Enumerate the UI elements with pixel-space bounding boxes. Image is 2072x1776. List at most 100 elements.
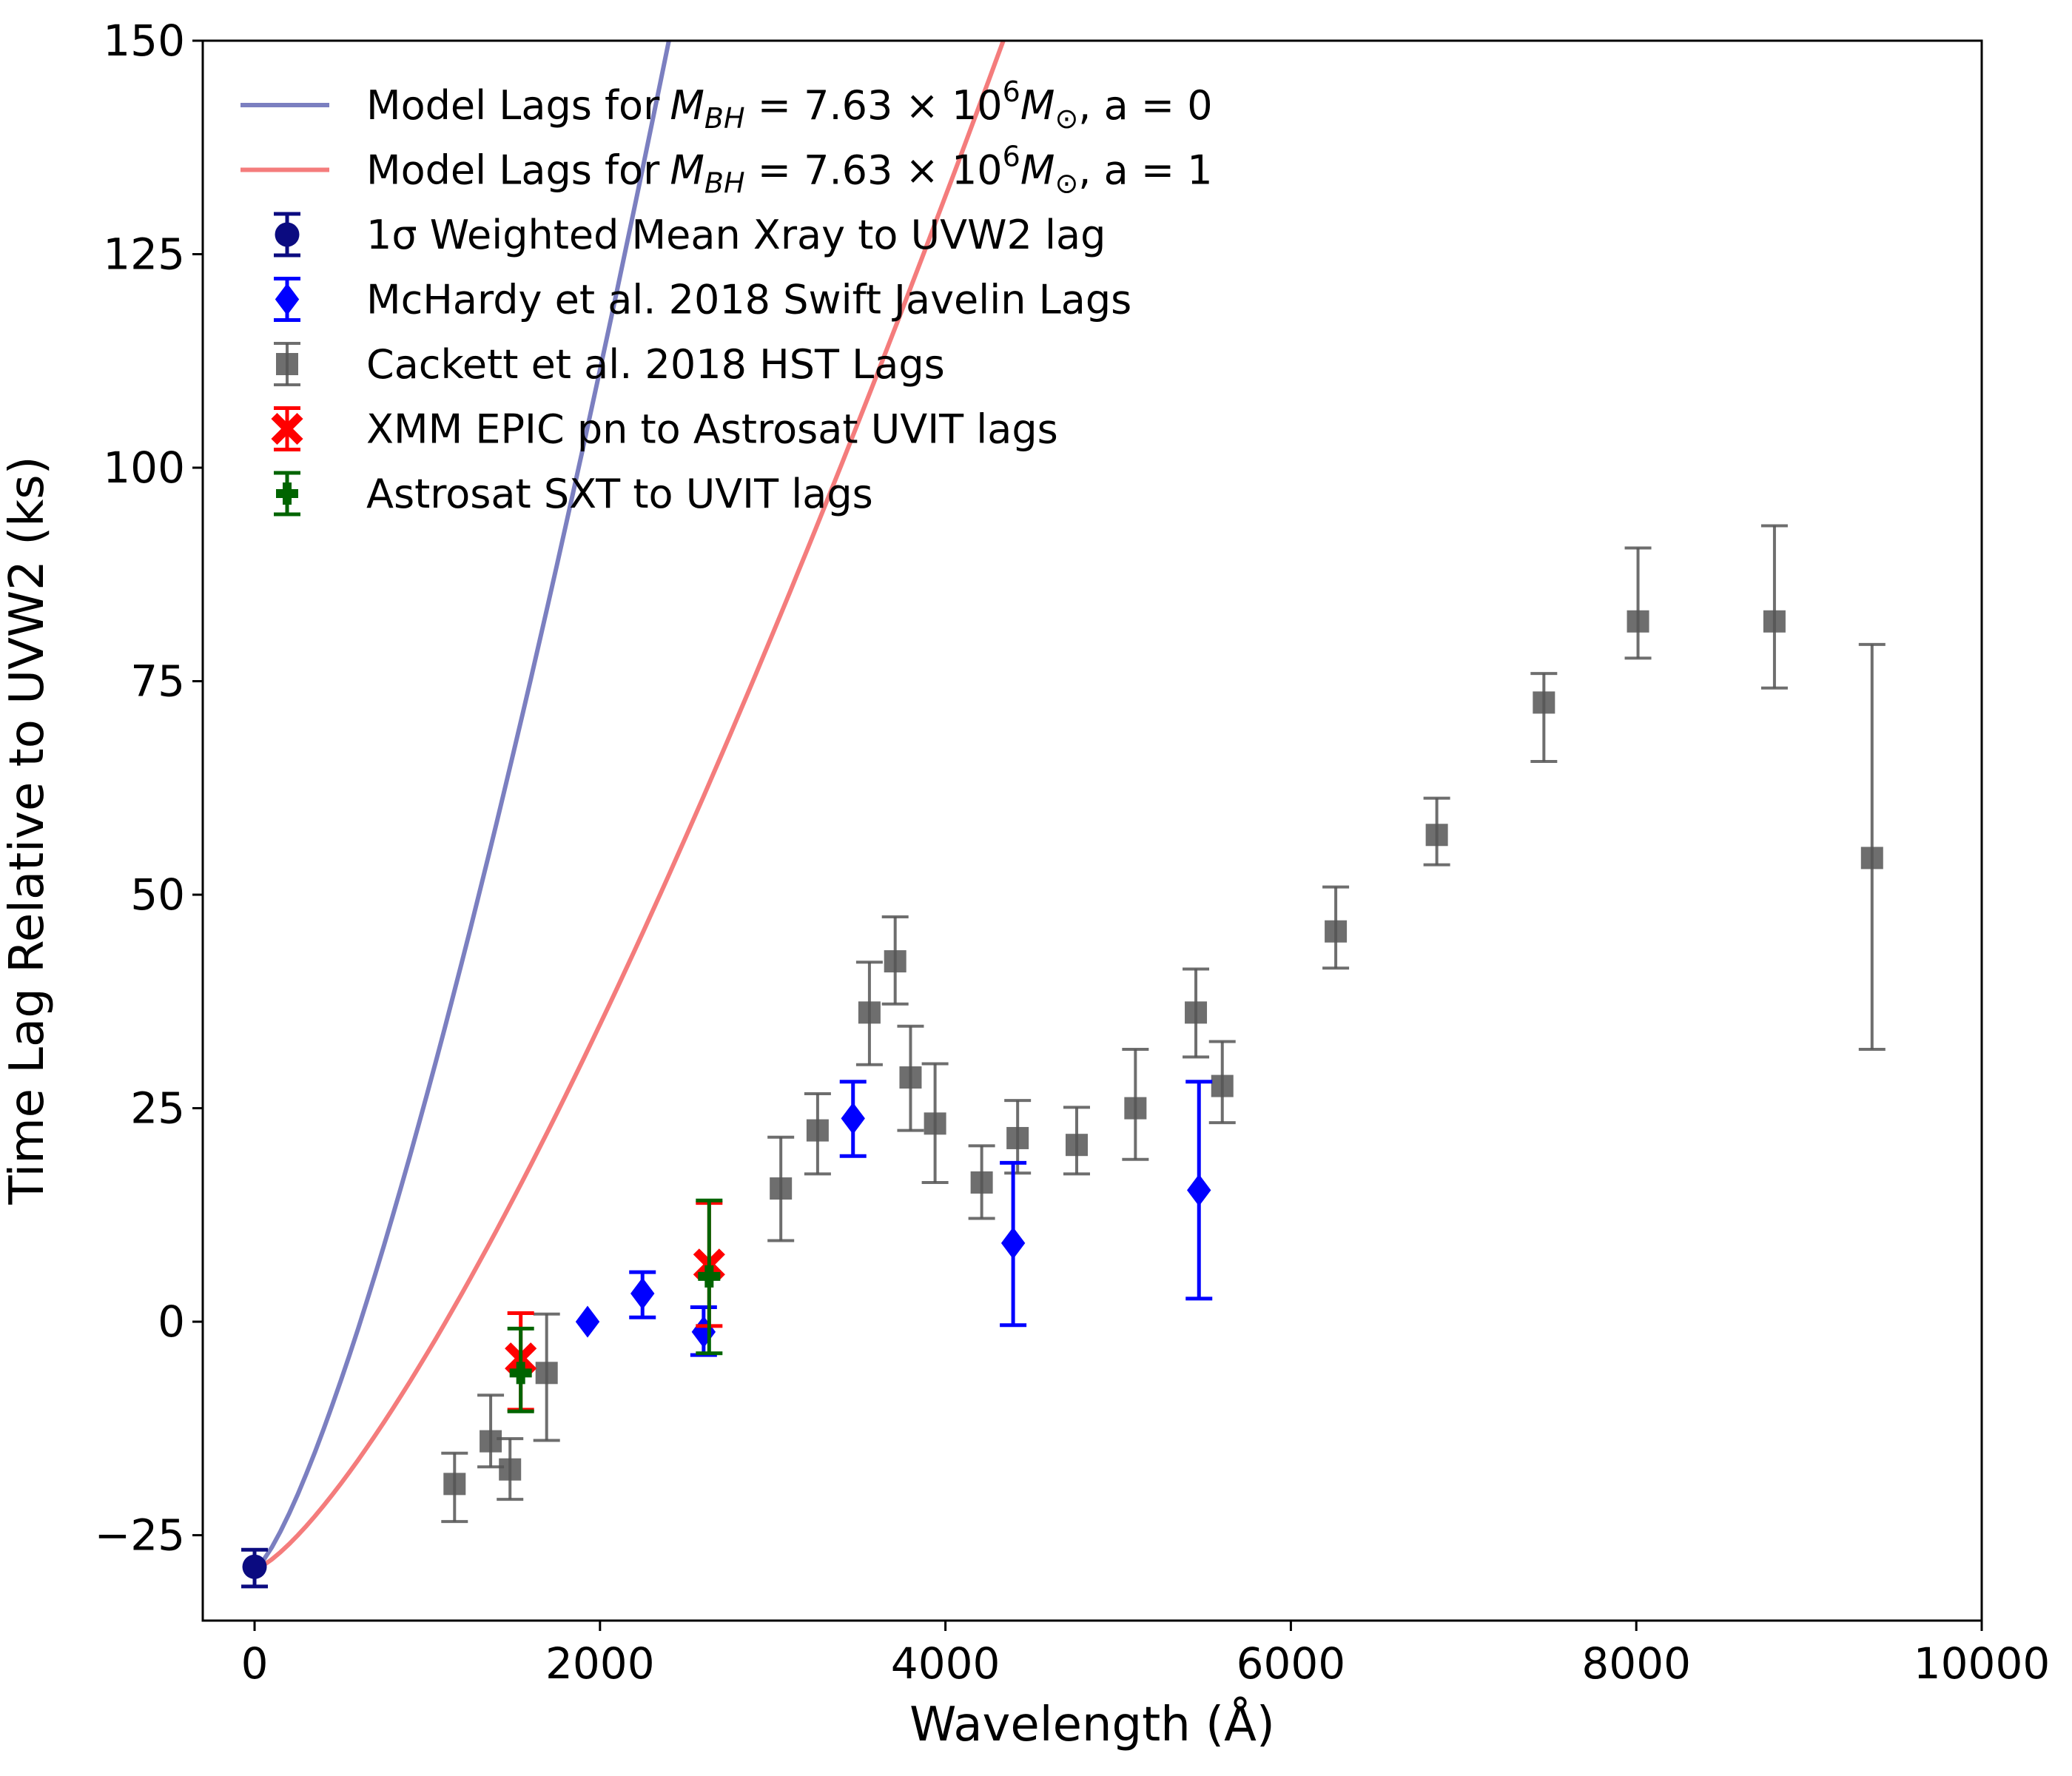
point-marker: [271, 412, 303, 445]
point-marker: [1325, 920, 1348, 943]
data-point: [441, 1451, 468, 1524]
data-point: [921, 1062, 949, 1184]
data-point: [1624, 546, 1652, 660]
x-tick-label: 10000: [1914, 1638, 2051, 1689]
legend-entry-series: Astrosat SXT to UVIT lags: [274, 471, 873, 517]
legend-label: XMM EPIC pn to Astrosat UVIT lags: [366, 406, 1058, 453]
legend-label-part: M: [670, 147, 704, 194]
data-point: [839, 1080, 867, 1158]
legend-label: Astrosat SXT to UVIT lags: [366, 471, 873, 517]
point-marker: [275, 283, 300, 316]
legend-label-part: ⊙: [1054, 102, 1078, 135]
point-marker: [1763, 610, 1786, 633]
data-point: [1063, 1106, 1090, 1176]
x-tick-label: 4000: [891, 1638, 1000, 1689]
point-marker: [924, 1112, 946, 1135]
model-curves: [252, 41, 1006, 1572]
data-point: [241, 1547, 269, 1589]
point-marker: [480, 1430, 502, 1453]
point-marker: [1185, 1001, 1208, 1024]
legend-entry-series: 1σ Weighted Mean Xray to UVW2 lag: [274, 212, 1106, 258]
legend-label-part: Model Lags for: [366, 82, 660, 129]
legend-entry-series: Cackett et al. 2018 HST Lags: [274, 341, 945, 388]
data-point: [1185, 1080, 1213, 1301]
series-square: [441, 524, 1886, 1524]
data-point: [533, 1312, 560, 1442]
y-tick-label: 125: [103, 229, 185, 280]
y-tick-label: 75: [130, 656, 185, 707]
data-point: [855, 961, 883, 1066]
point-marker: [276, 482, 298, 505]
legend-label: 1σ Weighted Mean Xray to UVW2 lag: [366, 212, 1106, 258]
legend-label-part: = 7.63 × 10: [745, 147, 1003, 194]
point-marker: [970, 1171, 993, 1194]
point-marker: [899, 1066, 922, 1089]
y-tick-label: 0: [158, 1296, 185, 1347]
legend-label-part: = 7.63 × 10: [745, 82, 1003, 129]
y-tick-label: 25: [130, 1083, 185, 1134]
data-point: [575, 1305, 600, 1338]
point-marker: [630, 1277, 655, 1310]
point-marker: [858, 1001, 881, 1024]
x-axis-label: Wavelength (Å): [909, 1696, 1275, 1752]
y-tick-label: −25: [95, 1510, 185, 1561]
legend-label: Cackett et al. 2018 HST Lags: [366, 341, 945, 388]
point-marker: [535, 1362, 558, 1385]
legend-entry-series: McHardy et al. 2018 Swift Javelin Lags: [274, 277, 1131, 323]
x-tick-label: 8000: [1581, 1638, 1691, 1689]
point-marker: [1860, 847, 1883, 870]
model-curve-a0: [252, 41, 671, 1571]
point-marker: [770, 1177, 793, 1200]
data-point: [1183, 967, 1210, 1059]
data-point: [1530, 672, 1558, 764]
data-point: [1122, 1047, 1149, 1161]
data-points: [241, 524, 1886, 1589]
y-tick-label: 100: [103, 443, 185, 493]
axis-ticks: 0 2000 4000 6000 8000 10000 −25 0 25 50 75 100 125 15…: [95, 16, 2051, 1689]
legend-label-part: 6: [1003, 141, 1020, 173]
data-point: [1208, 1040, 1236, 1125]
legend-label-part: 6: [1003, 75, 1020, 108]
data-point: [629, 1270, 656, 1319]
legend-label-part: Model Lags for: [366, 147, 660, 194]
legend-label-part: BH: [704, 102, 745, 135]
point-marker: [275, 222, 300, 247]
point-marker: [242, 1554, 267, 1579]
plot-frame: [201, 39, 1983, 1622]
data-point: [507, 1326, 534, 1413]
point-marker: [1627, 610, 1649, 633]
data-point: [881, 915, 909, 1006]
x-tick-label: 0: [241, 1638, 269, 1689]
x-tick-label: 6000: [1237, 1638, 1346, 1689]
point-marker: [1006, 1126, 1029, 1149]
legend-entry-curve: Model Lags for MBH = 7.63 × 106M⊙, a = 1: [240, 141, 1213, 200]
point-marker: [1533, 691, 1555, 714]
point-marker: [1065, 1134, 1088, 1157]
legend-label: Model Lags for MBH = 7.63 × 106M⊙, a = 1: [366, 141, 1213, 200]
legend-label-part: M: [1020, 147, 1055, 194]
data-point: [767, 1135, 795, 1242]
data-point: [1423, 796, 1450, 867]
data-point: [1760, 524, 1788, 690]
series-plus: [507, 1198, 723, 1413]
legend-label-part: , a = 0: [1078, 82, 1212, 129]
data-point: [804, 1092, 831, 1176]
data-point: [1322, 885, 1350, 970]
legend-label: Model Lags for MBH = 7.63 × 106M⊙, a = 0: [366, 75, 1213, 135]
legend-label-part: ⊙: [1054, 167, 1078, 200]
legend-label-part: BH: [704, 167, 745, 200]
legend-entry-series: XMM EPIC pn to Astrosat UVIT lags: [271, 406, 1058, 453]
point-marker: [1124, 1097, 1147, 1120]
y-tick-label: 50: [130, 870, 185, 920]
data-point: [1858, 642, 1886, 1051]
point-marker: [884, 950, 906, 973]
point-marker: [806, 1119, 829, 1142]
point-marker: [1000, 1227, 1026, 1259]
legend-label-part: M: [1020, 82, 1055, 129]
point-marker: [276, 353, 298, 375]
point-marker: [841, 1102, 865, 1135]
legend-entry-curve: Model Lags for MBH = 7.63 × 106M⊙, a = 0: [240, 75, 1213, 135]
point-marker: [1425, 824, 1448, 847]
